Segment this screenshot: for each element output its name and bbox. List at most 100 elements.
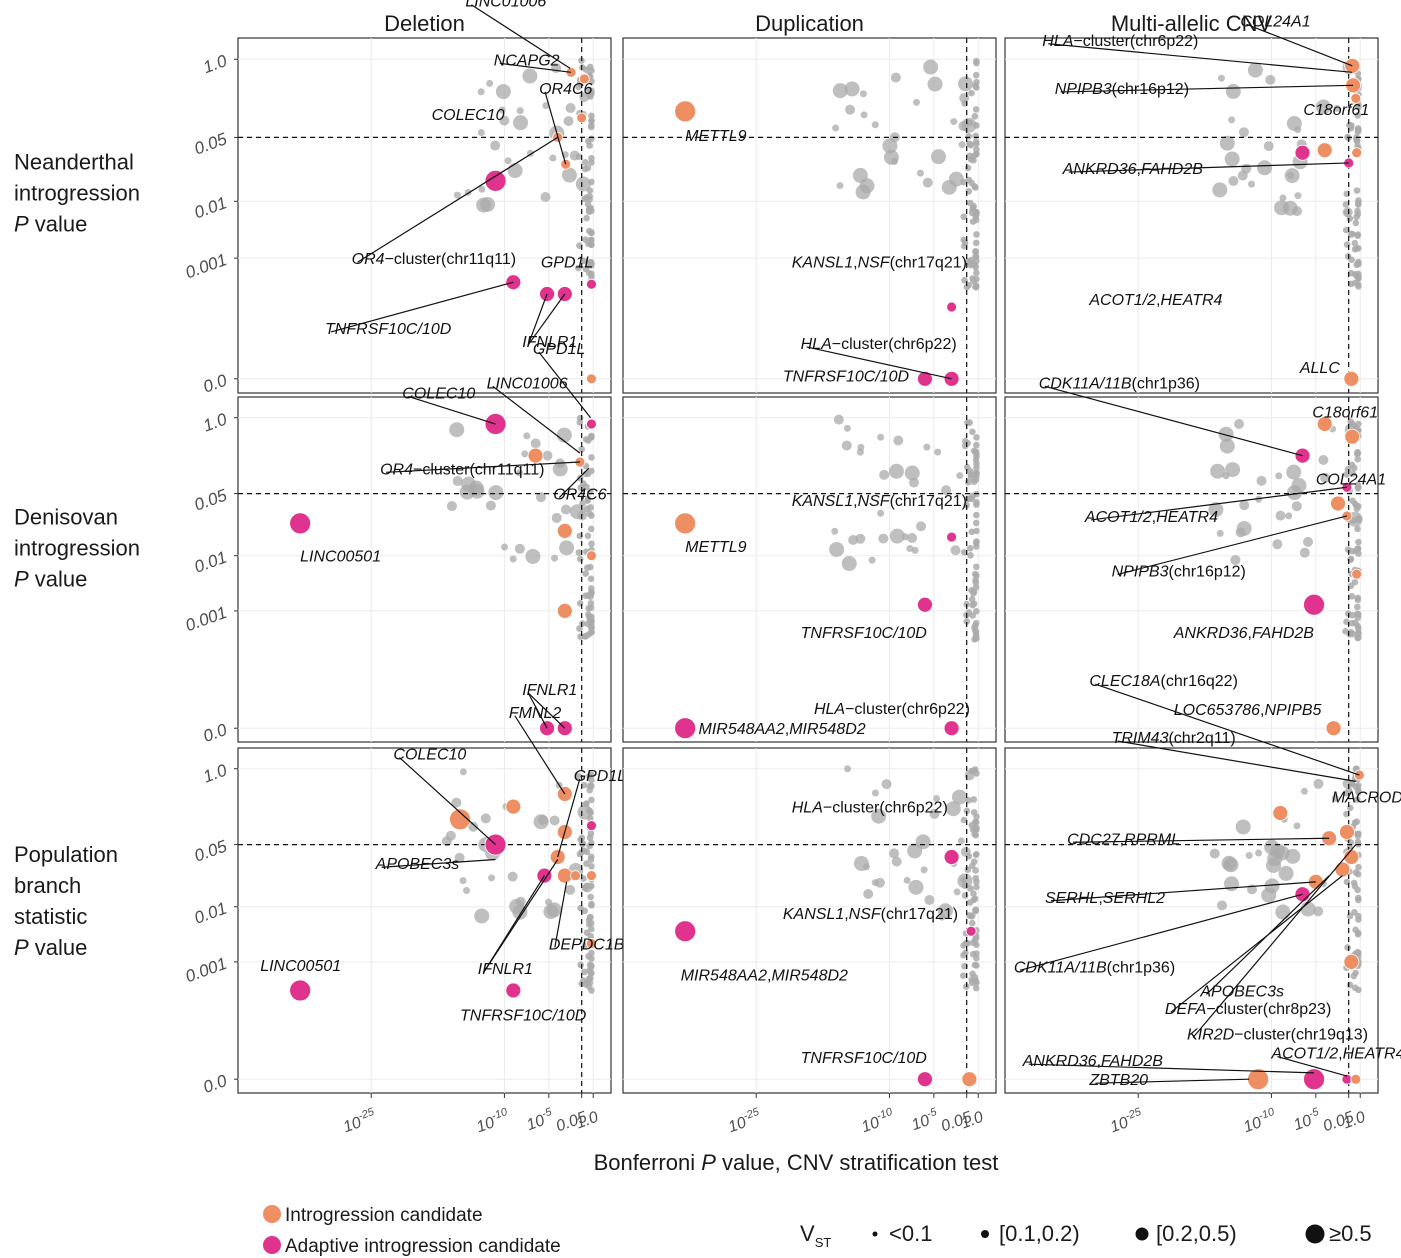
background-point: [577, 961, 584, 969]
background-point: [1291, 477, 1307, 493]
gene-label: MIR548AA2,MIR548D2: [681, 968, 848, 985]
background-point: [960, 236, 967, 244]
background-point: [912, 98, 920, 106]
column-titles: Deletion Duplication Multi-allelic CNV: [384, 11, 1272, 36]
background-point: [588, 122, 595, 129]
background-point: [1345, 787, 1353, 794]
background-point: [587, 585, 595, 592]
legend-category-label: Adaptive introgression candidate: [285, 1236, 561, 1257]
gene-label: NCAPG2: [494, 52, 560, 69]
background-point: [1353, 450, 1361, 458]
adaptive-candidate-point: [917, 1071, 933, 1088]
background-point: [963, 618, 971, 625]
x-tick-label: 10-5: [523, 1106, 557, 1135]
background-point: [521, 450, 529, 458]
background-point: [1346, 912, 1354, 920]
background-point: [480, 813, 491, 824]
background-point: [916, 169, 924, 177]
background-point: [1320, 472, 1331, 483]
background-point: [577, 633, 584, 640]
gene-label: ACOT1/2,HEATR4: [1084, 509, 1218, 526]
gene-label: MIR548AA2,MIR548D2: [698, 721, 865, 738]
background-point: [970, 600, 978, 608]
background-point: [561, 167, 577, 183]
background-point: [968, 528, 976, 536]
background-point: [583, 194, 590, 201]
background-point: [445, 830, 456, 841]
background-point: [583, 860, 590, 867]
gene-label: SERHL,SERHL2: [1045, 890, 1165, 907]
row-title-line: Population: [14, 842, 118, 867]
background-point: [960, 549, 968, 556]
background-point: [1354, 870, 1362, 878]
adaptive-candidate-point: [484, 169, 507, 192]
gene-labels: COL24A1 HLA−cluster(chr6p22) NPIPB3(chr16p…: [1042, 13, 1369, 377]
gene-label: COLEC10: [432, 107, 505, 124]
background-point: [855, 533, 866, 544]
adaptive-candidate-point: [1294, 144, 1311, 161]
gene-label: KIR2D−cluster(chr19q13): [1187, 1027, 1368, 1044]
background-point: [551, 554, 559, 562]
background-point: [972, 283, 980, 291]
background-point: [576, 600, 584, 607]
column-title: Multi-allelic CNV: [1111, 11, 1273, 36]
label-leader-line: [381, 858, 496, 868]
background-point: [580, 257, 587, 265]
introgression-candidate-point: [576, 112, 588, 124]
background-point: [1352, 547, 1360, 555]
background-point: [970, 890, 977, 897]
x-tick-label: 10-5: [1290, 1106, 1324, 1135]
background-point: [1315, 99, 1331, 115]
background-point: [972, 563, 980, 571]
panel-r1-c1: KANSL1,NSF(chr17q21) METTL9 TNFRSF10C/10D H…: [622, 396, 997, 743]
row-title-line: Neanderthal: [14, 149, 134, 174]
background-point: [908, 879, 924, 895]
background-point: [516, 469, 524, 477]
background-point: [586, 913, 594, 921]
gene-label: GPD1L: [574, 768, 626, 785]
label-leader-line: [357, 136, 559, 263]
column-title: Deletion: [384, 11, 465, 36]
introgression-candidate-point: [674, 100, 697, 123]
background-point: [1293, 822, 1301, 830]
background-point: [586, 834, 594, 841]
background-point: [501, 543, 509, 551]
candidate-points: [674, 100, 960, 387]
background-point: [972, 248, 979, 255]
label-leader-line: [1048, 43, 1353, 73]
background-point: [1354, 112, 1362, 119]
background-points: [446, 414, 595, 640]
background-point: [1352, 219, 1360, 227]
background-point: [576, 414, 584, 422]
background-point: [845, 104, 856, 115]
background-point: [844, 765, 852, 773]
background-point: [957, 837, 965, 845]
background-point: [583, 214, 590, 222]
background-point: [1284, 168, 1300, 184]
background-point: [843, 424, 851, 432]
background-point: [1347, 582, 1355, 590]
row-title-line: P value: [14, 567, 87, 592]
background-point: [530, 438, 541, 449]
background-point: [585, 613, 593, 621]
gene-label: HLA−cluster(chr6p22): [1042, 33, 1198, 50]
background-point: [584, 592, 592, 599]
background-point: [1349, 630, 1357, 638]
background-point: [1351, 984, 1359, 992]
background-point: [525, 548, 541, 564]
y-tick-label: 1.0: [201, 760, 230, 786]
background-point: [588, 159, 595, 166]
label-leader-line: [557, 778, 581, 858]
background-point: [1225, 83, 1241, 99]
background-point: [581, 165, 589, 173]
background-point: [1224, 151, 1240, 167]
background-point: [833, 414, 844, 425]
background-point: [478, 185, 486, 193]
background-point: [495, 84, 511, 100]
background-point: [859, 90, 867, 98]
gene-label: TNFRSF10C/10D: [325, 321, 452, 338]
background-point: [957, 76, 973, 92]
background-point: [459, 484, 475, 500]
label-leader-line: [1192, 844, 1357, 1038]
